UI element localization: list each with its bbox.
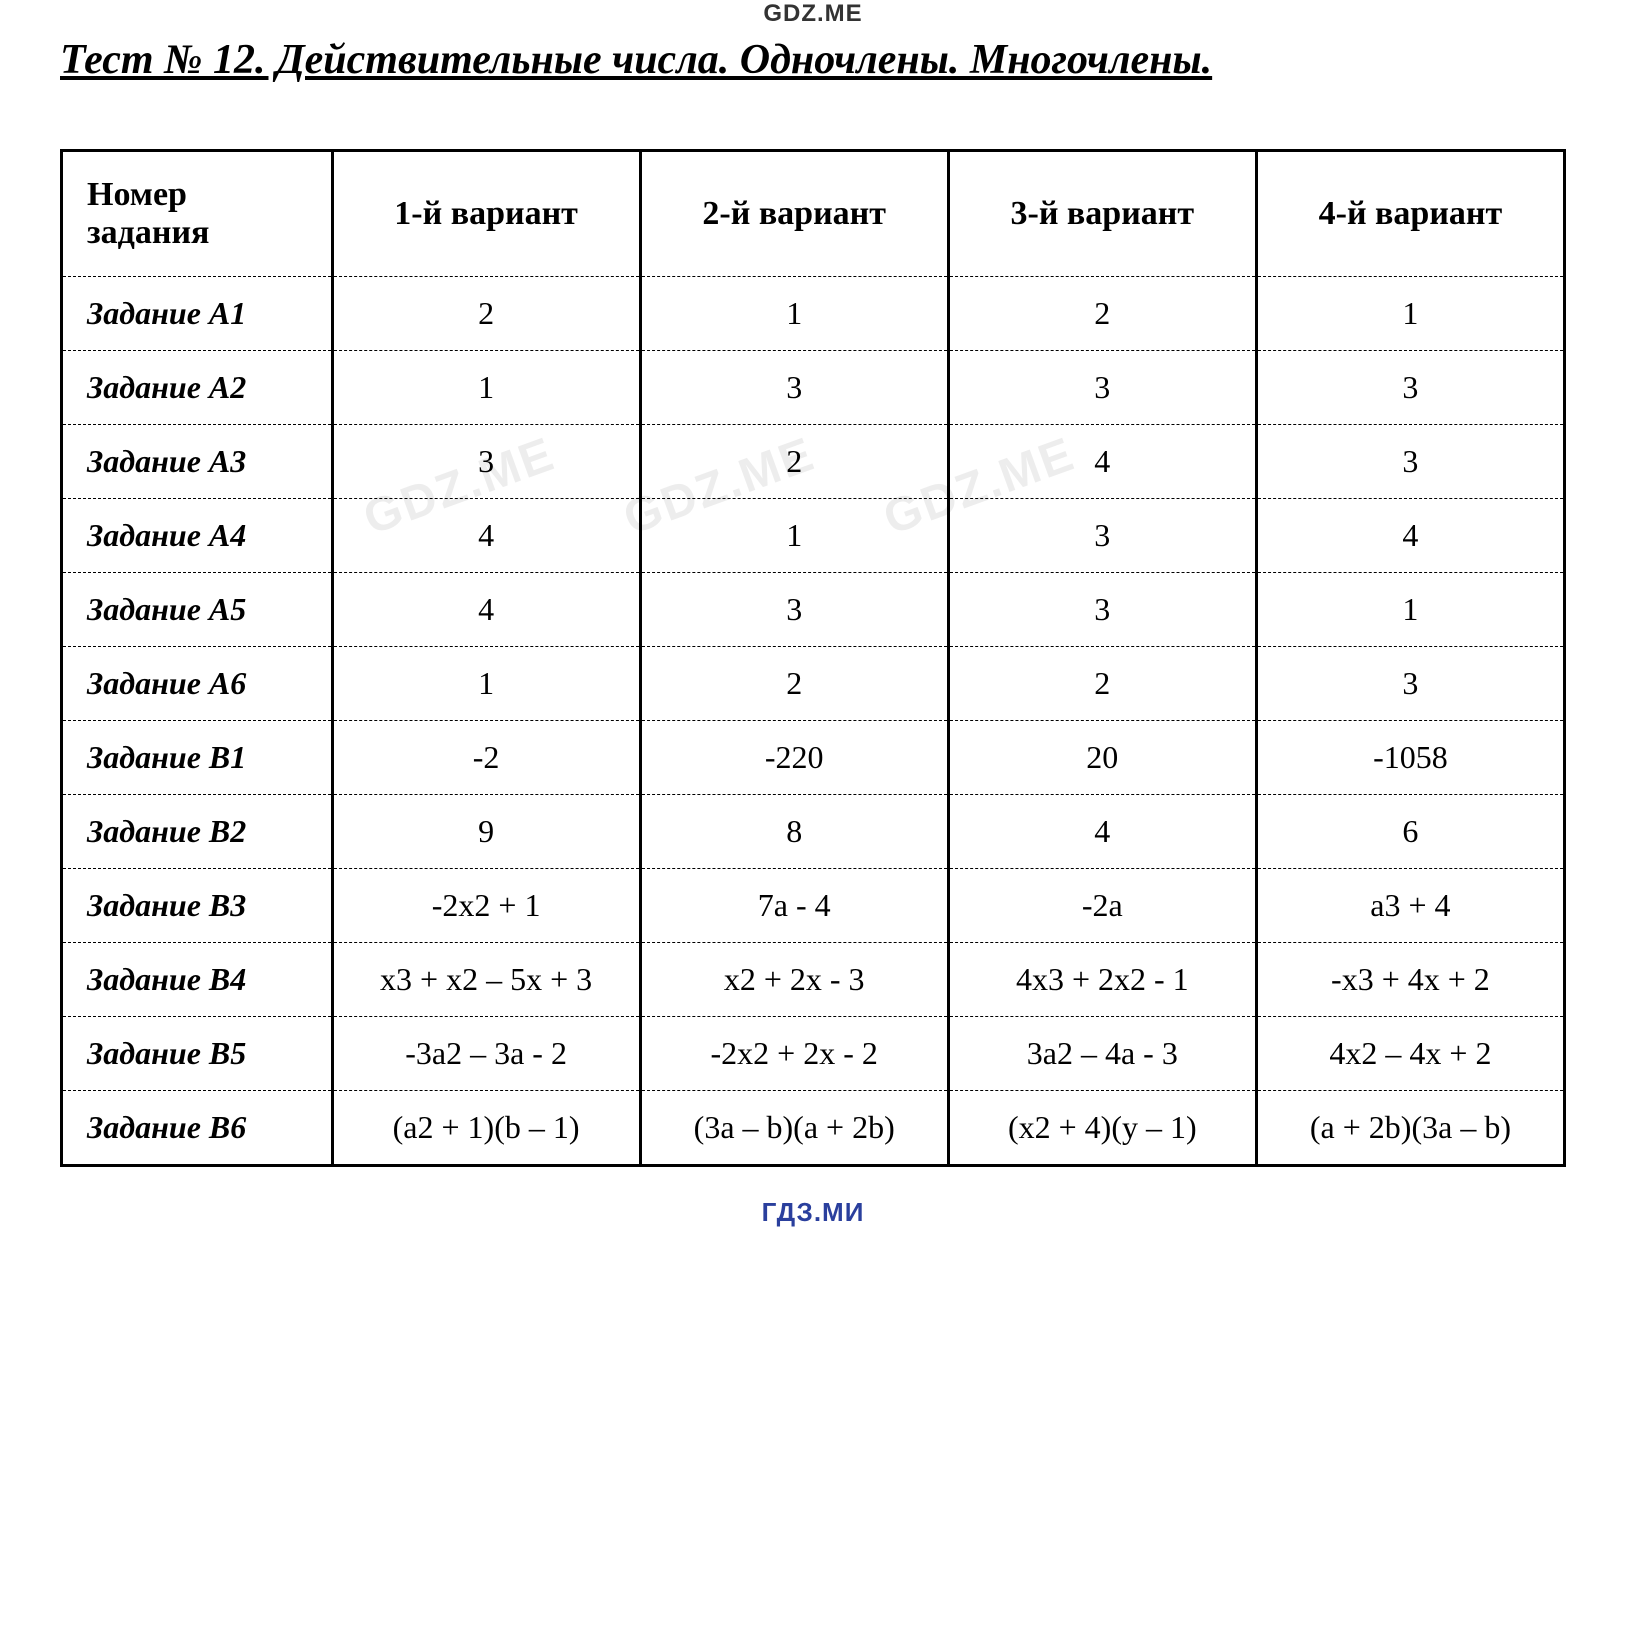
table-header: Номер задания 1-й вариант 2-й вариант 3-…	[62, 150, 1565, 276]
page-title: Тест № 12. Действительные числа. Одночле…	[60, 32, 1566, 89]
answer-cell: 3	[1256, 424, 1564, 498]
answer-cell: 4	[1256, 498, 1564, 572]
task-label: Задание В1	[62, 720, 333, 794]
answer-cell: -2a	[948, 868, 1256, 942]
table-row: Задание В1 -2 -220 20 -1058	[62, 720, 1565, 794]
task-label: Задание А4	[62, 498, 333, 572]
watermark-bottom: ГДЗ.МИ	[60, 1197, 1566, 1228]
task-label: Задание В2	[62, 794, 333, 868]
answer-cell: 3	[640, 350, 948, 424]
answer-cell: 1	[1256, 572, 1564, 646]
table-row: Задание А4 4 1 3 4	[62, 498, 1565, 572]
table-body: Задание А1 2 1 2 1 Задание А2 1 3 3 3 За…	[62, 276, 1565, 1165]
table-row: Задание А5 4 3 3 1	[62, 572, 1565, 646]
page: GDZ.ME Тест № 12. Действительные числа. …	[0, 0, 1626, 1629]
table-row: Задание В5 -3a2 – 3a - 2 -2x2 + 2x - 2 3…	[62, 1016, 1565, 1090]
answer-cell: 3	[640, 572, 948, 646]
task-label: Задание В4	[62, 942, 333, 1016]
answer-cell: 4	[332, 572, 640, 646]
answer-cell: 4	[332, 498, 640, 572]
answers-table: Номер задания 1-й вариант 2-й вариант 3-…	[60, 149, 1566, 1167]
answer-cell: 3	[332, 424, 640, 498]
answer-cell: 1	[640, 498, 948, 572]
answer-cell: 1	[332, 350, 640, 424]
task-label: Задание В3	[62, 868, 333, 942]
answer-cell: 2	[948, 276, 1256, 350]
task-label: Задание А6	[62, 646, 333, 720]
table-row: Задание В2 9 8 4 6	[62, 794, 1565, 868]
answer-cell: 3	[1256, 350, 1564, 424]
task-label: Задание А3	[62, 424, 333, 498]
col-header-variant2: 2-й вариант	[640, 150, 948, 276]
answer-cell: (a + 2b)(3a – b)	[1256, 1090, 1564, 1165]
answer-cell: -2x2 + 2x - 2	[640, 1016, 948, 1090]
answer-cell: 3	[1256, 646, 1564, 720]
answer-cell: 2	[640, 424, 948, 498]
table-row: Задание А3 3 2 4 3	[62, 424, 1565, 498]
table-row: Задание В3 -2x2 + 1 7a - 4 -2a a3 + 4	[62, 868, 1565, 942]
answer-cell: (x2 + 4)(y – 1)	[948, 1090, 1256, 1165]
answer-cell: x3 + x2 – 5x + 3	[332, 942, 640, 1016]
answer-cell: 2	[640, 646, 948, 720]
answer-cell: 2	[948, 646, 1256, 720]
answer-cell: -x3 + 4x + 2	[1256, 942, 1564, 1016]
answer-cell: 8	[640, 794, 948, 868]
answer-cell: 1	[1256, 276, 1564, 350]
answer-cell: 1	[332, 646, 640, 720]
col-header-variant1: 1-й вариант	[332, 150, 640, 276]
watermark-top: GDZ.ME	[60, 0, 1566, 28]
answer-cell: 3	[948, 350, 1256, 424]
table-row: Задание В6 (a2 + 1)(b – 1) (3a – b)(a + …	[62, 1090, 1565, 1165]
table-row: Задание А2 1 3 3 3	[62, 350, 1565, 424]
answer-cell: 6	[1256, 794, 1564, 868]
answer-cell: -220	[640, 720, 948, 794]
answer-cell: -3a2 – 3a - 2	[332, 1016, 640, 1090]
answer-cell: 1	[640, 276, 948, 350]
task-label: Задание А2	[62, 350, 333, 424]
task-label: Задание В5	[62, 1016, 333, 1090]
answer-cell: (a2 + 1)(b – 1)	[332, 1090, 640, 1165]
answer-cell: 4	[948, 794, 1256, 868]
answer-cell: 3	[948, 498, 1256, 572]
task-label: Задание В6	[62, 1090, 333, 1165]
table-row: Задание А1 2 1 2 1	[62, 276, 1565, 350]
table-container: Номер задания 1-й вариант 2-й вариант 3-…	[60, 149, 1566, 1167]
answer-cell: 4	[948, 424, 1256, 498]
answer-cell: x2 + 2x - 3	[640, 942, 948, 1016]
answer-cell: 20	[948, 720, 1256, 794]
col-header-task: Номер задания	[62, 150, 333, 276]
answer-cell: (3a – b)(a + 2b)	[640, 1090, 948, 1165]
col-header-variant3: 3-й вариант	[948, 150, 1256, 276]
answer-cell: 4x3 + 2x2 - 1	[948, 942, 1256, 1016]
table-row: Задание В4 x3 + x2 – 5x + 3 x2 + 2x - 3 …	[62, 942, 1565, 1016]
answer-cell: 7a - 4	[640, 868, 948, 942]
answer-cell: a3 + 4	[1256, 868, 1564, 942]
table-header-row: Номер задания 1-й вариант 2-й вариант 3-…	[62, 150, 1565, 276]
answer-cell: -1058	[1256, 720, 1564, 794]
col-header-variant4: 4-й вариант	[1256, 150, 1564, 276]
answer-cell: 9	[332, 794, 640, 868]
answer-cell: -2x2 + 1	[332, 868, 640, 942]
task-label: Задание А5	[62, 572, 333, 646]
answer-cell: -2	[332, 720, 640, 794]
answer-cell: 3	[948, 572, 1256, 646]
task-label: Задание А1	[62, 276, 333, 350]
answer-cell: 4x2 – 4x + 2	[1256, 1016, 1564, 1090]
table-row: Задание А6 1 2 2 3	[62, 646, 1565, 720]
answer-cell: 3a2 – 4a - 3	[948, 1016, 1256, 1090]
answer-cell: 2	[332, 276, 640, 350]
